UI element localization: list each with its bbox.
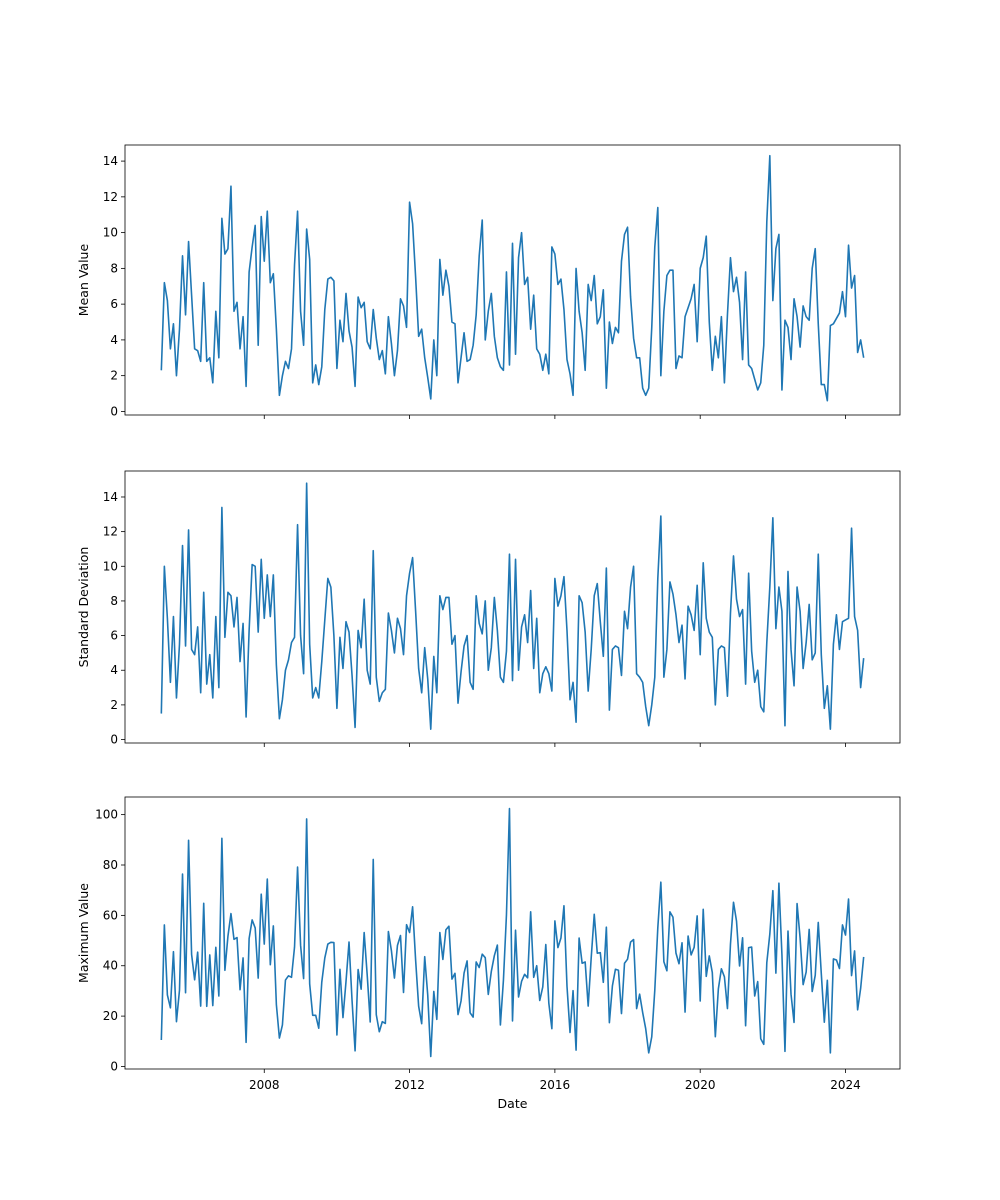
y-tick-label: 10 bbox=[103, 559, 118, 573]
x-tick-label: 2024 bbox=[830, 1078, 861, 1092]
series-line bbox=[160, 807, 865, 1058]
y-tick-label: 0 bbox=[110, 733, 118, 747]
y-tick-label: 6 bbox=[110, 629, 118, 643]
y-tick-label: 40 bbox=[103, 959, 118, 973]
y-tick-label: 8 bbox=[110, 261, 118, 275]
x-axis-label: Date bbox=[498, 1096, 528, 1111]
maximum-value-panel: Maximum Value 2008 2012 2016 2020 2024 D… bbox=[76, 796, 901, 1111]
y-tick-label: 6 bbox=[110, 297, 118, 311]
series-line bbox=[160, 154, 865, 402]
y-tick-label: 10 bbox=[103, 226, 118, 240]
axes-frame bbox=[124, 144, 901, 416]
mean-value-y-axis-label: Mean Value bbox=[76, 244, 91, 317]
y-tick-label: 14 bbox=[103, 490, 118, 504]
y-tick-label: 12 bbox=[103, 190, 118, 204]
maximum-value-y-axis-label: Maximum Value bbox=[76, 883, 91, 983]
y-tick-label: 4 bbox=[110, 663, 118, 677]
axes-frame bbox=[124, 796, 901, 1070]
mean-value-panel: Mean Value 0 2 4 6 8 10 12 14 bbox=[76, 144, 901, 419]
x-tick-label: 2008 bbox=[249, 1078, 280, 1092]
y-tick-label: 0 bbox=[110, 404, 118, 418]
standard-deviation-panel: Standard Deviation 0 2 4 6 8 10 12 14 bbox=[76, 470, 901, 747]
y-tick-label: 4 bbox=[110, 333, 118, 347]
y-tick-label: 2 bbox=[110, 369, 118, 383]
x-tick-label: 2016 bbox=[540, 1078, 571, 1092]
x-tick-label: 2012 bbox=[394, 1078, 425, 1092]
y-tick-label: 12 bbox=[103, 525, 118, 539]
y-tick-label: 80 bbox=[103, 858, 118, 872]
x-tick-label: 2020 bbox=[685, 1078, 716, 1092]
standard-deviation-y-axis-label: Standard Deviation bbox=[76, 547, 91, 668]
y-tick-label: 0 bbox=[110, 1059, 118, 1073]
y-tick-label: 20 bbox=[103, 1009, 118, 1023]
series-line bbox=[160, 482, 865, 730]
y-tick-label: 60 bbox=[103, 908, 118, 922]
y-tick-label: 2 bbox=[110, 698, 118, 712]
y-tick-label: 8 bbox=[110, 594, 118, 608]
y-tick-label: 14 bbox=[103, 154, 118, 168]
y-tick-label: 100 bbox=[95, 808, 118, 822]
axes-frame bbox=[124, 470, 901, 744]
